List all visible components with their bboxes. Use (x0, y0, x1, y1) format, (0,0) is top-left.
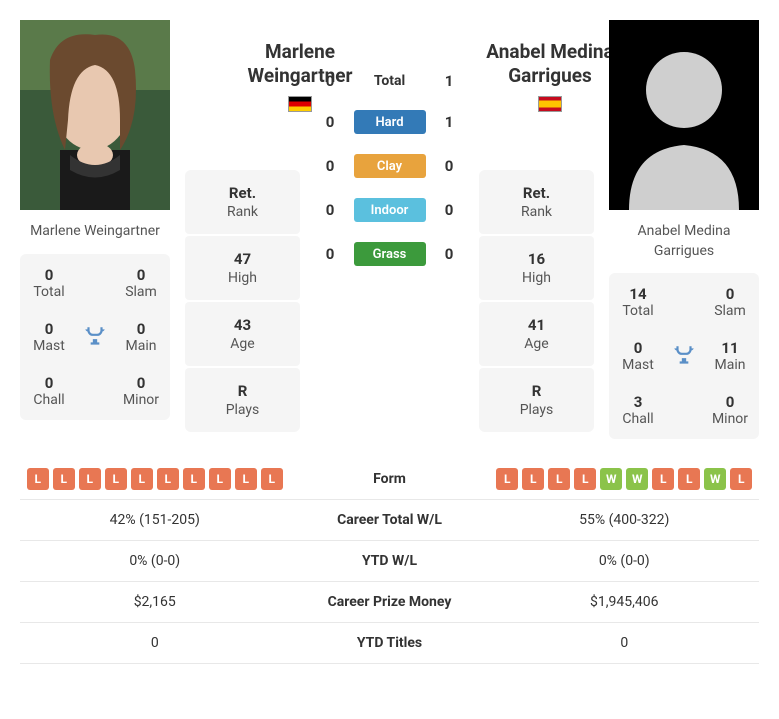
trophy-icon (72, 320, 118, 354)
p2-high: 16High (479, 236, 594, 300)
p1-mast: 0Mast (26, 320, 72, 354)
p2-rank: Ret.Rank (479, 170, 594, 234)
p1-total: 0Total (26, 266, 72, 300)
trophy-icon (661, 339, 707, 373)
cmp-p2-prize: $1,945,406 (490, 594, 760, 610)
compare-row-ytd_wl: 0% (0-0)YTD W/L0% (0-0) (20, 541, 759, 582)
cmp-label-career_wl: Career Total W/L (290, 512, 490, 528)
surface-badge-grass[interactable]: Grass (354, 242, 426, 266)
form-badge[interactable]: L (105, 468, 127, 490)
cmp-label-prize: Career Prize Money (290, 594, 490, 610)
p1-plays: RPlays (185, 368, 300, 432)
cmp-p2-form: LLLLWWLLWL (490, 468, 760, 490)
p1-name-line2: Weingartner (210, 64, 390, 88)
cmp-p1-ytd_wl: 0% (0-0) (20, 553, 290, 569)
compare-row-career_wl: 42% (151-205)Career Total W/L55% (400-32… (20, 500, 759, 541)
form-badge[interactable]: L (235, 468, 257, 490)
p2-mast: 0Mast (615, 339, 661, 373)
p1-header: Marlene Weingartner (210, 40, 390, 117)
p1-photo[interactable] (20, 20, 170, 210)
compare-row-form: LLLLLLLLLLFormLLLLWWLLWL (20, 459, 759, 500)
cmp-label-ytd_titles: YTD Titles (290, 635, 490, 651)
p2-column: Anabel Medina Garrigues 14Total 0Slam 0M… (609, 20, 759, 439)
h2h-p1-value: 0 (320, 157, 340, 175)
p1-rank: Ret.Rank (185, 170, 300, 234)
form-badge[interactable]: L (27, 468, 49, 490)
form-badge[interactable]: L (183, 468, 205, 490)
germany-flag-icon (288, 96, 312, 112)
p1-name-line1: Marlene (210, 40, 390, 64)
form-badge[interactable]: L (522, 468, 544, 490)
p1-photo-placeholder (20, 20, 170, 210)
cmp-p1-prize: $2,165 (20, 594, 290, 610)
p1-form-strip: LLLLLLLLLL (20, 468, 290, 490)
surface-badge-clay[interactable]: Clay (354, 154, 426, 178)
cmp-p1-form: LLLLLLLLLL (20, 468, 290, 490)
form-badge[interactable]: L (548, 468, 570, 490)
h2h-p2-value: 0 (439, 201, 459, 219)
p1-minor: 0Minor (118, 374, 164, 408)
form-badge[interactable]: L (730, 468, 752, 490)
p2-photo[interactable] (609, 20, 759, 210)
p1-high: 47High (185, 236, 300, 300)
cmp-p2-ytd_titles: 0 (490, 635, 760, 651)
p2-minor: 0Minor (707, 393, 753, 427)
p2-main: 11Main (707, 339, 753, 373)
p2-form-strip: LLLLWWLLWL (490, 468, 760, 490)
p2-plays: RPlays (479, 368, 594, 432)
form-badge[interactable]: L (79, 468, 101, 490)
p1-titles: 0Total 0Slam 0Mast 0Main 0Chall 0Minor (20, 254, 170, 420)
form-badge[interactable]: L (496, 468, 518, 490)
h2h-row: 0 Grass 0 (320, 242, 459, 266)
cmp-p2-ytd_wl: 0% (0-0) (490, 553, 760, 569)
p1-stats: Ret.Rank 47High 43Age RPlays (185, 170, 300, 432)
p2-slam: 0Slam (707, 285, 753, 319)
surface-badge-indoor[interactable]: Indoor (354, 198, 426, 222)
compare-row-ytd_titles: 0YTD Titles0 (20, 623, 759, 664)
h2h-p2-value: 0 (439, 245, 459, 263)
h2h-p1-value: 0 (320, 201, 340, 219)
p2-chall: 3Chall (615, 393, 661, 427)
compare-table: LLLLLLLLLLFormLLLLWWLLWL42% (151-205)Car… (20, 459, 759, 664)
cmp-p2-career_wl: 55% (400-322) (490, 512, 760, 528)
h2h-p2-value: 0 (439, 157, 459, 175)
p1-chall: 0Chall (26, 374, 72, 408)
person-silhouette-icon (609, 20, 759, 210)
h2h-row: 0 Indoor 0 (320, 198, 459, 222)
cmp-p1-ytd_titles: 0 (20, 635, 290, 651)
h2h-row: 0 Clay 0 (320, 154, 459, 178)
form-badge[interactable]: L (678, 468, 700, 490)
p1-name-label: Marlene Weingartner (20, 210, 170, 254)
form-badge[interactable]: L (261, 468, 283, 490)
form-badge[interactable]: W (600, 468, 622, 490)
p1-slam: 0Slam (118, 266, 164, 300)
form-badge[interactable]: L (652, 468, 674, 490)
p2-titles: 14Total 0Slam 0Mast 11Main 3Chall 0Minor (609, 273, 759, 439)
cmp-label-ytd_wl: YTD W/L (290, 553, 490, 569)
form-badge[interactable]: L (209, 468, 231, 490)
form-badge[interactable]: W (704, 468, 726, 490)
p1-age: 43Age (185, 302, 300, 366)
p1-main: 0Main (118, 320, 164, 354)
p2-age: 41Age (479, 302, 594, 366)
form-badge[interactable]: W (626, 468, 648, 490)
p1-column: Marlene Weingartner 0Total 0Slam 0Mast 0… (20, 20, 170, 420)
compare-row-prize: $2,165Career Prize Money$1,945,406 (20, 582, 759, 623)
spain-flag-icon (538, 96, 562, 112)
form-badge[interactable]: L (131, 468, 153, 490)
form-badge[interactable]: L (574, 468, 596, 490)
cmp-p1-career_wl: 42% (151-205) (20, 512, 290, 528)
h2h-p1-value: 0 (320, 245, 340, 263)
p2-name-label: Anabel Medina Garrigues (609, 210, 759, 273)
p2-total: 14Total (615, 285, 661, 319)
p2-stats: Ret.Rank 16High 41Age RPlays (479, 170, 594, 432)
form-badge[interactable]: L (53, 468, 75, 490)
form-badge[interactable]: L (157, 468, 179, 490)
cmp-label-form: Form (290, 471, 490, 487)
